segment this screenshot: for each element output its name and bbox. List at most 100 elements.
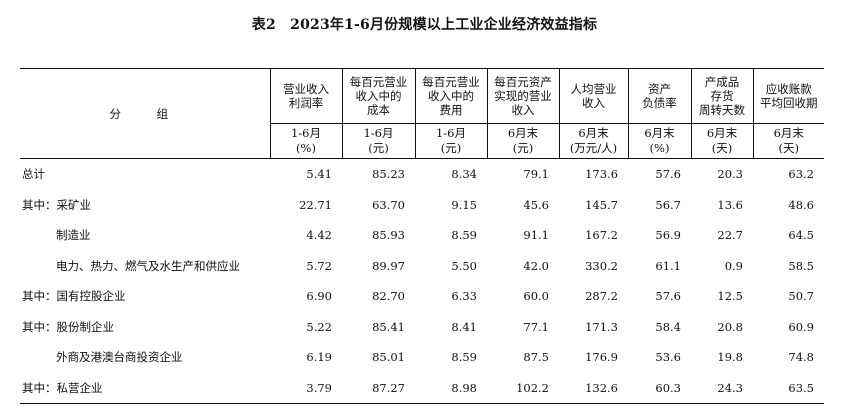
col-header-name-line: 营业收入 [283,82,329,96]
cell-value: 50.7 [788,289,814,304]
cell-value: 85.23 [372,167,405,182]
col-header-period: 1-6月 [290,126,322,140]
cell-value: 13.6 [717,197,743,212]
cell-value: 87.5 [523,350,549,365]
cell-value: 57.6 [655,289,681,304]
col-header-period: 1-6月 [363,126,394,140]
col-header-name-line: 平均回收期 [760,96,818,110]
row-label: 制造业 [56,228,91,243]
col-header-unit-text: (万元/人) [569,141,618,155]
col-header-name-line: 人均营业 [570,82,617,96]
col-header-name-line: 成本 [367,103,390,117]
col-header-period: 6月末 [706,126,738,140]
cell-value: 60.9 [788,319,814,334]
cell-value: 8.98 [415,372,487,404]
cell-value: 42.0 [523,258,549,273]
row-label: 其中：股份制企业 [22,319,114,334]
col-header-name: 产成品 存货 周转天数 [690,68,753,124]
cell-value: 4.42 [306,228,332,243]
cell-value: 63.70 [372,197,405,212]
cell-value: 6.19 [306,350,332,365]
row-label: 其中：私营企业 [20,372,270,404]
cell-value: 171.3 [585,319,618,334]
cell-value: 8.59 [451,350,477,365]
cell-value: 0.9 [724,258,743,273]
cell-value: 145.7 [585,197,618,212]
cell-value: 61.1 [655,258,681,273]
cell-value: 85.01 [372,350,405,365]
cell-value: 56.7 [655,197,681,212]
table-row: 总计 5.41 85.23 8.34 79.1 173.6 57.6 20.3 63.2 [20,159,824,190]
cell-value: 45.6 [523,197,549,212]
row-label: 外商及港澳台商投资企业 [56,350,183,365]
cell-value: 12.5 [717,289,743,304]
col-header-name-line: 费用 [439,103,463,117]
col-header-name-line: 每百元资产 [494,75,552,89]
cell-value: 87.27 [342,372,415,404]
col-header-name: 营业收入 利润率 [269,68,342,124]
cell-value: 176.9 [585,350,618,365]
col-header-unit-text: (%) [649,141,670,155]
cell-value: 85.41 [372,319,405,334]
cell-value: 60.3 [628,372,691,404]
col-header-unit: 6月末 (元) [486,123,559,159]
table-row: 电力、热力、燃气及水生产和供应业 5.72 89.97 5.50 42.0 330.2 61… [20,251,824,282]
col-header-unit-text: (元) [440,141,462,155]
cell-value: 9.15 [451,197,477,212]
col-header-name-line: 产成品 [704,75,740,89]
col-header-period: 1-6月 [435,126,467,140]
col-header-name-line: 利润率 [288,96,324,110]
cell-value: 63.2 [788,167,814,182]
indicator-table: 分 组 营业收入 利润率 每百元营业 收入中的 成本 每百元营业 收入中的 费用 每百元资… [20,68,824,404]
col-header-period: 6月末 [507,126,539,140]
cell-value: 287.2 [585,289,618,304]
cell-value: 6.33 [451,289,477,304]
col-header-name-line: 存货 [710,89,734,103]
cell-value: 8.34 [451,167,477,182]
table-row: 外商及港澳台商投资企业 6.19 85.01 8.59 87.5 176.9 53.6 19.… [20,342,824,373]
col-header-unit-text: (元) [512,141,534,155]
cell-value: 22.71 [299,197,332,212]
col-header-name-line: 资产 [648,82,671,96]
col-header-unit: 1-6月 (元) [341,123,415,159]
cell-value: 63.5 [753,372,824,404]
col-header-name-line: 收入 [582,96,605,110]
col-header-name-line: 实现的营业 [494,89,552,103]
table-row: 其中：股份制企业 5.22 85.41 8.41 77.1 171.3 58.4 20.8 60… [20,312,824,343]
table-row: 其中：国有控股企业 6.90 82.70 6.33 60.0 287.2 57.6 12.5 5… [20,281,824,312]
cell-value: 64.5 [788,228,814,243]
col-header-name: 应收账款 平均回收期 [752,68,824,124]
cell-value: 5.50 [451,258,477,273]
col-header-name-line: 收入中的 [355,89,402,103]
cell-value: 58.5 [788,258,814,273]
cell-value: 58.4 [655,319,681,334]
col-header-unit: 6月末 (万元/人) [558,123,628,159]
cell-value: 20.8 [717,319,743,334]
table-row: 制造业 4.42 85.93 8.59 91.1 167.2 56.9 22.7 64.5 [20,220,824,251]
cell-value: 8.59 [451,228,477,243]
cell-value: 24.3 [691,372,753,404]
cell-value: 167.2 [585,228,618,243]
cell-value: 19.8 [717,350,743,365]
col-header-name: 每百元营业 收入中的 费用 [414,68,487,124]
col-header-period: 6月末 [578,126,609,140]
cell-value: 53.6 [655,350,681,365]
cell-value: 77.1 [523,319,549,334]
col-header-name-line: 负债率 [642,96,677,110]
col-header-name: 人均营业 收入 [558,68,628,124]
col-header-unit: 6月末 (天) [752,123,824,159]
col-header-period: 6月末 [644,126,675,140]
cell-value: 79.1 [523,167,549,182]
group-header: 分 组 [20,68,270,159]
cell-value: 330.2 [585,258,618,273]
row-label: 电力、热力、燃气及水生产和供应业 [56,258,240,273]
cell-value: 60.0 [523,289,549,304]
col-header-unit-text: (天) [778,141,799,155]
col-header-unit-text: (天) [711,141,733,155]
col-header-unit-text: (元) [368,141,389,155]
cell-value: 5.72 [306,258,332,273]
col-header-name: 每百元营业 收入中的 成本 [341,68,415,124]
header-row-units: 1-6月 (%) 1-6月 (元) 1-6月 (元) 6月末 (元) 6月末 (万元/人)… [20,123,824,159]
col-header-name: 每百元资产 实现的营业 收入 [486,68,559,124]
cell-value: 173.6 [585,167,618,182]
